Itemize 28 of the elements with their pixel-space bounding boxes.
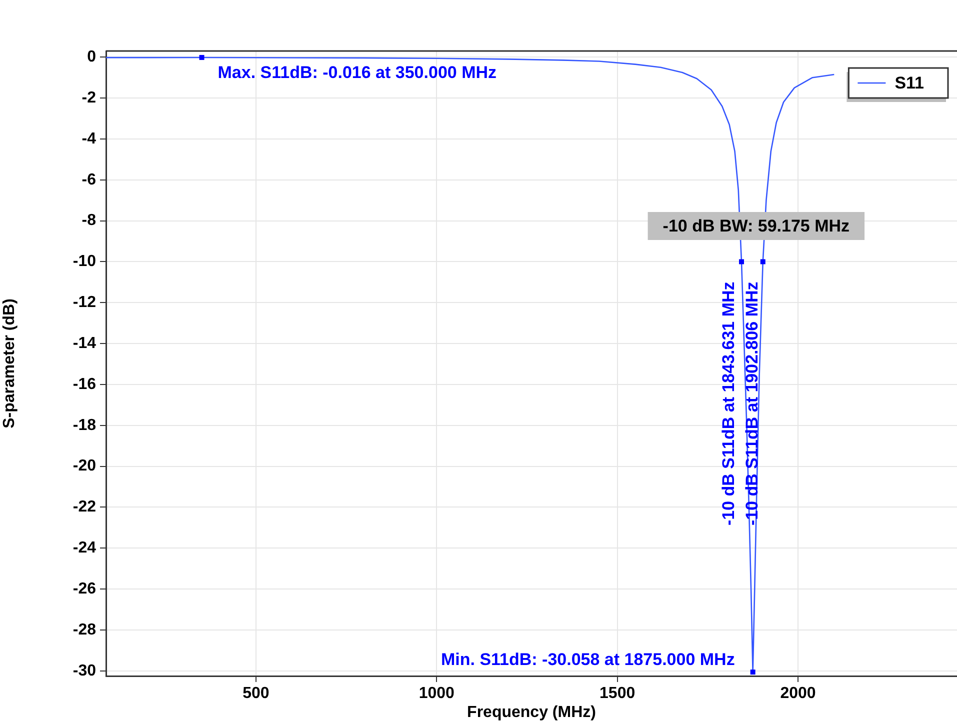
- y-tick-label: -24: [72, 540, 96, 557]
- y-tick-label: -18: [72, 416, 96, 434]
- y-tick-label: -20: [72, 458, 96, 475]
- y-tick-label: -28: [72, 621, 96, 638]
- annotation: -10 dB S11dB at 1902.806 MHz: [742, 282, 762, 526]
- y-tick-label: -4: [82, 130, 96, 148]
- x-tick-label: 500: [242, 685, 270, 702]
- y-tick-label: -8: [82, 212, 96, 230]
- y-tick-label: -2: [82, 89, 96, 106]
- legend-label: S11: [894, 74, 924, 93]
- y-tick-label: -22: [72, 498, 96, 516]
- y-tick-label: -16: [72, 376, 96, 393]
- y-tick-label: -30: [72, 662, 96, 680]
- y-tick-label: -10: [72, 253, 96, 270]
- y-tick-label: -6: [82, 171, 96, 188]
- y-tick-label: -26: [72, 580, 96, 598]
- annotation: -10 dB BW: 59.175 MHz: [662, 216, 850, 236]
- y-tick-label: -12: [72, 294, 96, 312]
- annotation: Min. S11dB: -30.058 at 1875.000 MHz: [440, 650, 735, 669]
- x-axis-title: Frequency (MHz): [467, 704, 596, 721]
- x-tick-label: 2000: [780, 685, 816, 702]
- annotation: Max. S11dB: -0.016 at 350.000 MHz: [218, 63, 497, 82]
- y-tick-label: -14: [72, 334, 96, 352]
- y-axis-title: S-parameter (dB): [1, 298, 18, 428]
- annotation: -10 dB S11dB at 1843.631 MHz: [719, 282, 738, 526]
- x-tick-label: 1000: [418, 685, 455, 702]
- y-tick-label: 0: [87, 48, 96, 66]
- x-tick-label: 1500: [600, 685, 636, 702]
